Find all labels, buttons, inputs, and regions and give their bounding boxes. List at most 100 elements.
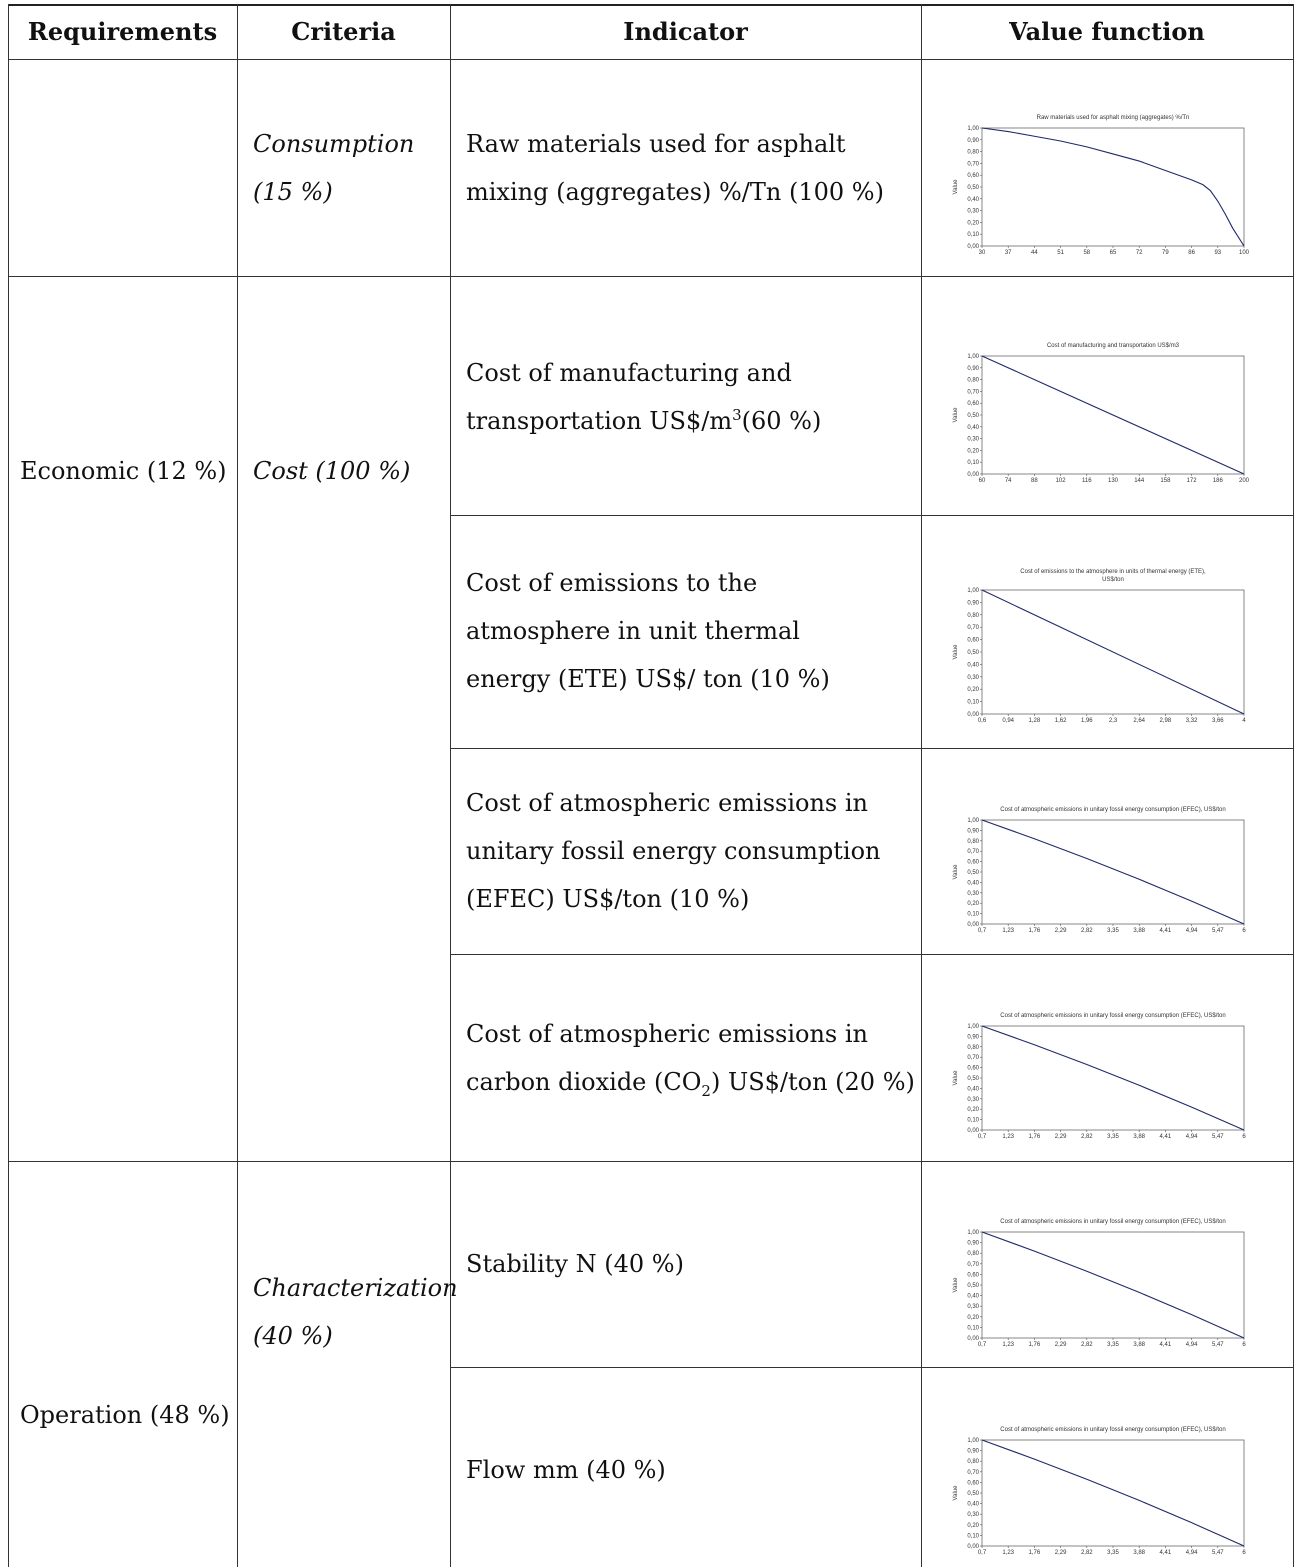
y-tick-label: 0,20 <box>967 1315 979 1321</box>
criteria-characterization: Characterization (40 %) <box>253 1264 458 1360</box>
indicator-stability: Stability N (40 %) <box>466 1250 684 1278</box>
x-tick-label: 102 <box>1056 478 1067 484</box>
y-tick-label: 1,00 <box>967 1230 979 1236</box>
x-tick-label: 130 <box>1108 478 1119 484</box>
subscript: 2 <box>701 1081 711 1100</box>
chart-title: Raw materials used for asphalt mixing (a… <box>1037 115 1190 121</box>
x-tick-label: 58 <box>1083 250 1090 256</box>
y-axis-label: Value <box>953 1070 959 1086</box>
x-tick-label: 116 <box>1082 478 1092 484</box>
criteria-characterization-weight: (40 %) <box>253 1322 333 1350</box>
plot-area <box>981 127 1245 247</box>
indicator-text: (60 %) <box>741 407 822 435</box>
y-tick-label: 0,70 <box>967 1262 979 1268</box>
criteria-cost: Cost (100 %) <box>253 457 411 485</box>
x-tick-label: 1,23 <box>1002 1134 1014 1140</box>
y-tick-label: 0,80 <box>967 1045 979 1051</box>
y-tick-label: 0,10 <box>967 232 979 238</box>
value-function-line <box>981 1025 1245 1131</box>
value-function-chart-flow: Cost of atmospheric emissions in unitary… <box>953 1427 1246 1556</box>
x-tick-label: 51 <box>1057 250 1064 256</box>
superscript: 3 <box>732 406 742 424</box>
chart-title: Cost of atmospheric emissions in unitary… <box>1000 1427 1225 1433</box>
col-rule <box>921 4 922 1567</box>
x-tick-label: 2,29 <box>1055 1342 1067 1348</box>
y-tick-label: 0,20 <box>967 687 979 693</box>
y-tick-label: 0,60 <box>967 638 979 644</box>
y-tick-label: 0,40 <box>967 880 979 886</box>
y-tick-label: 0,30 <box>967 209 979 215</box>
x-tick-label: 44 <box>1031 250 1038 256</box>
value-function-chart-efec: Cost of atmospheric emissions in unitary… <box>953 807 1246 934</box>
x-tick-label: 1,76 <box>1029 1134 1041 1140</box>
y-tick-label: 0,70 <box>967 389 979 395</box>
x-tick-label: 100 <box>1239 250 1250 256</box>
indicator-co2: Cost of atmospheric emissions in carbon … <box>466 1010 915 1106</box>
x-tick-label: 4,94 <box>1186 928 1198 934</box>
row-rule <box>450 954 1294 955</box>
y-tick-label: 0,00 <box>967 1336 979 1342</box>
header-requirements: Requirements <box>27 17 218 46</box>
x-tick-label: 5,47 <box>1212 1134 1224 1140</box>
x-tick-label: 3,35 <box>1107 1342 1119 1348</box>
indicator-line: carbon dioxide (CO2) US$/ton (20 %) <box>466 1058 915 1106</box>
x-tick-label: 1,23 <box>1002 928 1014 934</box>
table-top-rule <box>8 4 1294 6</box>
y-tick-label: 0,70 <box>967 1055 979 1061</box>
x-tick-label: 3,32 <box>1186 718 1198 724</box>
chart-title: Cost of manufacturing and transportation… <box>1047 343 1180 349</box>
x-tick-label: 4,94 <box>1186 1550 1198 1556</box>
y-tick-label: 0,10 <box>967 460 979 466</box>
value-function-line <box>981 819 1245 925</box>
indicator-line: Cost of atmospheric emissions in <box>466 1020 869 1048</box>
y-tick-label: 0,00 <box>967 1544 979 1550</box>
x-tick-label: 2,82 <box>1081 1134 1093 1140</box>
y-tick-label: 0,60 <box>967 1066 979 1072</box>
x-tick-label: 2,29 <box>1055 1550 1067 1556</box>
x-tick-label: 2,82 <box>1081 1342 1093 1348</box>
y-tick-label: 0,90 <box>967 1241 979 1247</box>
x-tick-label: 60 <box>979 478 986 484</box>
x-tick-label: 0,7 <box>978 1550 987 1556</box>
x-tick-label: 86 <box>1188 250 1195 256</box>
y-tick-label: 0,30 <box>967 1097 979 1103</box>
chart-title: Cost of atmospheric emissions in unitary… <box>1000 1013 1225 1019</box>
indicator-line: Raw materials used for asphalt <box>466 130 846 158</box>
indicator-line: Cost of manufacturing and <box>466 359 792 387</box>
criteria-consumption-weight: (15 %) <box>253 178 333 206</box>
y-tick-label: 0,20 <box>967 448 979 454</box>
x-tick-label: 6 <box>1242 928 1246 934</box>
plot-area <box>981 1025 1245 1131</box>
x-tick-label: 172 <box>1187 478 1198 484</box>
y-tick-label: 1,00 <box>967 354 979 360</box>
x-tick-label: 3,35 <box>1107 1134 1119 1140</box>
chart-title: Cost of atmospheric emissions in unitary… <box>1000 807 1225 813</box>
y-tick-label: 0,80 <box>967 378 979 384</box>
indicator-raw-materials: Raw materials used for asphalt mixing (a… <box>466 120 884 216</box>
y-tick-label: 1,00 <box>967 1024 979 1030</box>
x-tick-label: 30 <box>979 250 986 256</box>
y-tick-label: 0,80 <box>967 1251 979 1257</box>
indicator-line: energy (ETE) US$/ ton (10 %) <box>466 665 830 693</box>
y-tick-label: 0,30 <box>967 675 979 681</box>
y-tick-label: 0,40 <box>967 1502 979 1508</box>
x-tick-label: 4,41 <box>1160 928 1172 934</box>
x-tick-label: 4 <box>1242 718 1246 724</box>
x-tick-label: 93 <box>1214 250 1221 256</box>
x-tick-label: 1,62 <box>1055 718 1067 724</box>
y-tick-label: 0,90 <box>967 828 979 834</box>
indicator-line: transportation US$/m3(60 %) <box>466 397 821 445</box>
y-tick-label: 0,30 <box>967 1512 979 1518</box>
y-tick-label: 0,50 <box>967 413 979 419</box>
indicator-line: unitary fossil energy consumption <box>466 837 881 865</box>
x-tick-label: 200 <box>1239 478 1250 484</box>
x-tick-label: 2,82 <box>1081 1550 1093 1556</box>
indicator-efec: Cost of atmospheric emissions in unitary… <box>466 779 881 923</box>
y-tick-label: 0,50 <box>967 650 979 656</box>
x-tick-label: 4,94 <box>1186 1134 1198 1140</box>
y-tick-label: 0,70 <box>967 161 979 167</box>
x-tick-label: 4,41 <box>1160 1134 1172 1140</box>
y-tick-label: 0,90 <box>967 600 979 606</box>
y-tick-label: 0,00 <box>967 1128 979 1134</box>
y-tick-label: 0,00 <box>967 712 979 718</box>
